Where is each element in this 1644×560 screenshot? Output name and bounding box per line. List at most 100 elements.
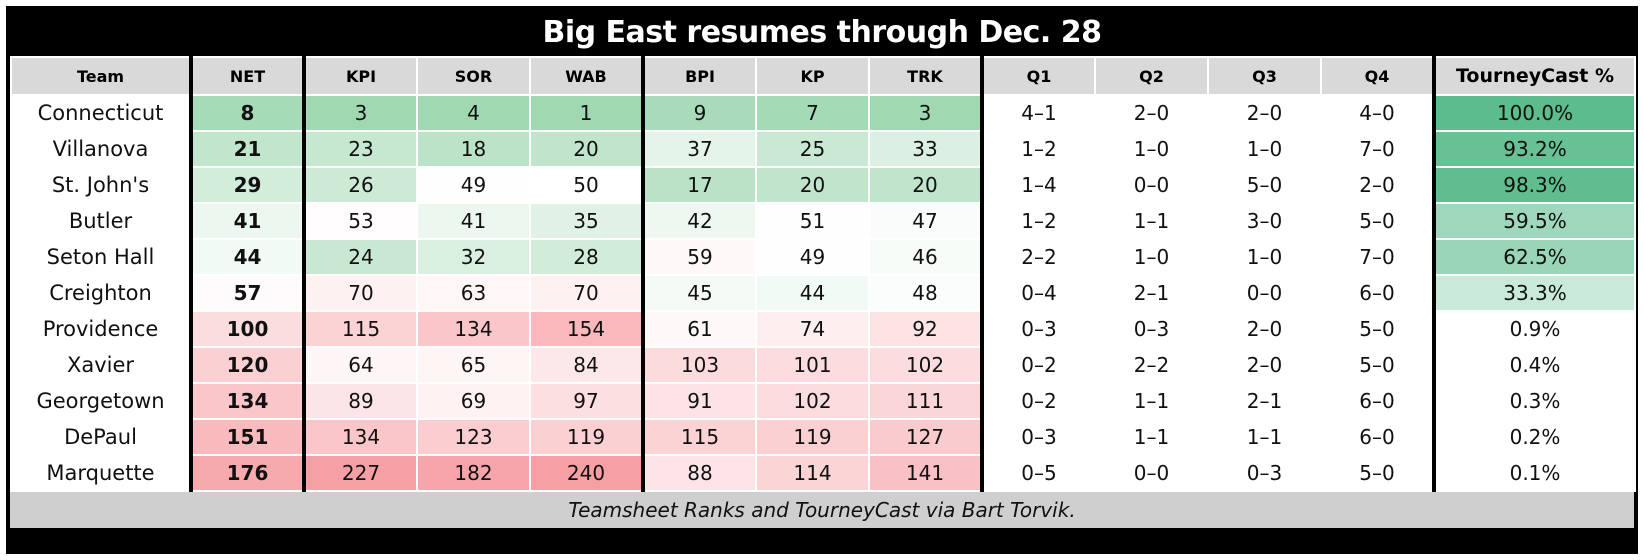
cell: 5–0 — [1207, 166, 1322, 204]
cell: 8 — [189, 94, 305, 132]
table: Team NET KPI SOR WAB BPI KP TRK Q1 Q2 Q3 Q4 TourneyC… — [10, 56, 1636, 492]
cell: 0.9% — [1432, 310, 1636, 348]
cell: 115 — [641, 418, 757, 456]
cell: 62.5% — [1432, 238, 1636, 276]
cell: 23 — [302, 130, 418, 168]
cell: 47 — [868, 202, 983, 240]
cell: 35 — [529, 202, 644, 240]
column-header: Q3 — [1207, 56, 1322, 96]
cell: 57 — [189, 274, 305, 312]
cell: 7 — [755, 94, 870, 132]
cell: 0–4 — [980, 274, 1096, 312]
cell: 84 — [529, 346, 644, 384]
cell: 1–4 — [980, 166, 1096, 204]
cell: 1–0 — [1094, 238, 1209, 276]
cell: 134 — [416, 310, 531, 348]
cell: 4 — [416, 94, 531, 132]
cell: 2–0 — [1320, 166, 1435, 204]
column-header: TRK — [868, 56, 983, 96]
cell: 63 — [416, 274, 531, 312]
cell: 119 — [755, 418, 870, 456]
team-name: Villanova — [10, 130, 192, 168]
cell: 227 — [302, 454, 418, 492]
footer: Teamsheet Ranks and TourneyCast via Bart… — [10, 492, 1634, 528]
cell: 0–5 — [980, 454, 1096, 492]
cell: 44 — [189, 238, 305, 276]
cell: 24 — [302, 238, 418, 276]
cell: 25 — [755, 130, 870, 168]
cell: 0–3 — [1207, 454, 1322, 492]
cell: 102 — [755, 382, 870, 420]
cell: 46 — [868, 238, 983, 276]
cell: 65 — [416, 346, 531, 384]
team-row: Xavier 120 64 65 84 103 101 102 0–2 2–2 2–0 5–0 0.4% — [10, 346, 1636, 384]
cell: 0–0 — [1094, 166, 1209, 204]
cell: 49 — [416, 166, 531, 204]
team-name: Marquette — [10, 454, 192, 492]
cell: 21 — [189, 130, 305, 168]
cell: 7–0 — [1320, 238, 1435, 276]
cell: 119 — [529, 418, 644, 456]
cell: 92 — [868, 310, 983, 348]
team-row: St. John's 29 26 49 50 17 20 20 1–4 0–0 5–0 2–0 98.3… — [10, 166, 1636, 204]
column-header: TourneyCast % — [1432, 56, 1636, 96]
cell: 48 — [868, 274, 983, 312]
team-row: Creighton 57 70 63 70 45 44 48 0–4 2–1 0–0 6–0 33.3% — [10, 274, 1636, 312]
team-name: DePaul — [10, 418, 192, 456]
cell: 100 — [189, 310, 305, 348]
cell: 20 — [868, 166, 983, 204]
cell: 2–0 — [1207, 94, 1322, 132]
cell: 4–0 — [1320, 94, 1435, 132]
team-name: Xavier — [10, 346, 192, 384]
cell: 0–3 — [980, 418, 1096, 456]
cell: 37 — [641, 130, 757, 168]
column-header: Team — [10, 56, 192, 96]
cell: 103 — [641, 346, 757, 384]
cell: 70 — [529, 274, 644, 312]
cell: 1–0 — [1207, 130, 1322, 168]
cell: 154 — [529, 310, 644, 348]
cell: 151 — [189, 418, 305, 456]
cell: 93.2% — [1432, 130, 1636, 168]
cell: 70 — [302, 274, 418, 312]
cell: 26 — [302, 166, 418, 204]
cell: 1–1 — [1094, 418, 1209, 456]
cell: 1–1 — [1094, 382, 1209, 420]
column-header: KPI — [302, 56, 418, 96]
cell: 0.2% — [1432, 418, 1636, 456]
cell: 2–1 — [1207, 382, 1322, 420]
cell: 2–0 — [1207, 310, 1322, 348]
cell: 28 — [529, 238, 644, 276]
column-header: KP — [755, 56, 870, 96]
cell: 29 — [189, 166, 305, 204]
cell: 120 — [189, 346, 305, 384]
cell: 102 — [868, 346, 983, 384]
cell: 141 — [868, 454, 983, 492]
cell: 115 — [302, 310, 418, 348]
team-row: Georgetown 134 89 69 97 91 102 111 0–2 1–1 2–1 6–0 0… — [10, 382, 1636, 420]
cell: 89 — [302, 382, 418, 420]
cell: 176 — [189, 454, 305, 492]
cell: 0.4% — [1432, 346, 1636, 384]
cell: 3 — [302, 94, 418, 132]
cell: 50 — [529, 166, 644, 204]
cell: 3 — [868, 94, 983, 132]
column-header: BPI — [641, 56, 757, 96]
cell: 0–2 — [980, 382, 1096, 420]
team-name: St. John's — [10, 166, 192, 204]
cell: 1–2 — [980, 130, 1096, 168]
cell: 2–2 — [1094, 346, 1209, 384]
cell: 0–2 — [980, 346, 1096, 384]
cell: 20 — [755, 166, 870, 204]
frame: Big East resumes through Dec. 28 Team NET… — [6, 6, 1638, 554]
cell: 2–0 — [1094, 94, 1209, 132]
cell: 1 — [529, 94, 644, 132]
title: Big East resumes through Dec. 28 — [542, 15, 1102, 50]
team-row: Butler 41 53 41 35 42 51 47 1–2 1–1 3–0 5–0 59.5% — [10, 202, 1636, 240]
cell: 1–0 — [1094, 130, 1209, 168]
cell: 18 — [416, 130, 531, 168]
team-name: Providence — [10, 310, 192, 348]
cell: 69 — [416, 382, 531, 420]
cell: 101 — [755, 346, 870, 384]
cell: 127 — [868, 418, 983, 456]
